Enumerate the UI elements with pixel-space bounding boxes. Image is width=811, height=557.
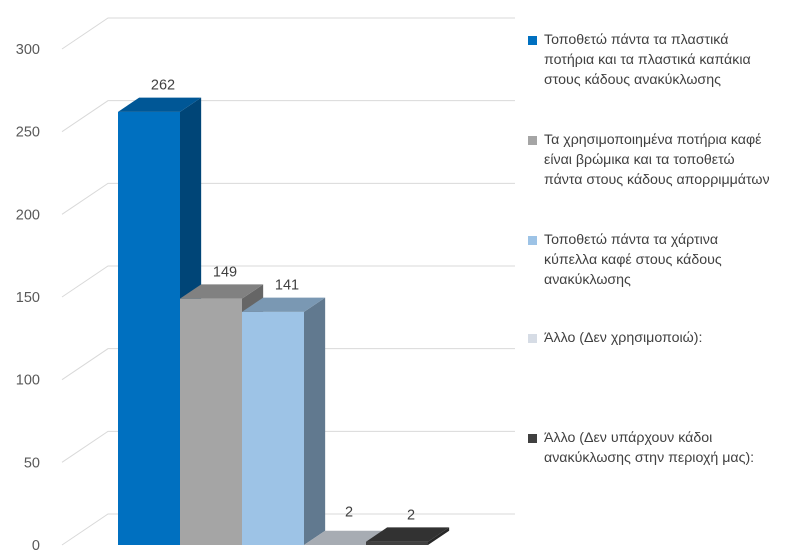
data-label-2: 149 [213, 264, 237, 280]
data-label-5: 2 [407, 507, 415, 523]
legend-swatch-4 [528, 334, 537, 343]
bar-top-5 [366, 527, 450, 542]
bar-top-2 [180, 284, 264, 299]
bar-3 [242, 311, 304, 545]
legend-item-5: Άλλο (Δεν υπάρχουν κάδοι ανακύκλωσης στη… [528, 428, 811, 468]
legend-label-4: Άλλο (Δεν χρησιμοποιώ): [544, 330, 703, 346]
gridline-300 [61, 17, 515, 50]
data-label-3: 141 [275, 278, 299, 294]
legend-label-3: Τοποθετώ πάντα τα χάρτινα κύπελλα καφέ σ… [544, 232, 722, 288]
gridlines [61, 17, 515, 546]
legend-item-3: Τοποθετώ πάντα τα χάρτινα κύπελλα καφέ σ… [528, 230, 811, 290]
legend-swatch-2 [528, 136, 537, 145]
y-tick-label-50: 50 [24, 455, 40, 471]
y-axis-ticks: 0 50 100 150 200 250 300 [16, 42, 40, 554]
legend-swatch-5 [528, 434, 537, 443]
legend-label-1: Τοποθετώ πάντα τα πλαστικά ποτήρια και τ… [544, 32, 751, 88]
gridline-200 [61, 182, 515, 215]
bar-5 [366, 541, 428, 545]
gridline-100 [61, 348, 515, 381]
data-label-1: 262 [151, 78, 175, 94]
bar-side-5 [428, 527, 450, 545]
y-tick-label-100: 100 [16, 373, 40, 389]
gridline-150 [61, 265, 515, 298]
y-tick-label-200: 200 [16, 207, 40, 223]
data-label-extra-1: 2 [345, 505, 353, 521]
bar-2 [180, 298, 242, 545]
legend-item-2: Τα χρησιμοποιημένα ποτήρια καφέ είναι βρ… [528, 130, 811, 190]
y-tick-label-300: 300 [16, 42, 40, 58]
bar-side-3 [304, 297, 326, 545]
bar-top-4 [304, 530, 388, 545]
gridline-50 [61, 430, 515, 463]
legend-item-4: Άλλο (Δεν χρησιμοποιώ): [528, 328, 811, 348]
gridline-250 [61, 100, 515, 133]
y-tick-label-150: 150 [16, 290, 40, 306]
legend-item-1: Τοποθετώ πάντα τα πλαστικά ποτήρια και τ… [528, 30, 811, 90]
legend-swatch-1 [528, 36, 537, 45]
bar-1 [118, 111, 180, 546]
legend-label-5: Άλλο (Δεν υπάρχουν κάδοι ανακύκλωσης στη… [544, 430, 755, 466]
legend-label-2: Τα χρησιμοποιημένα ποτήρια καφέ είναι βρ… [544, 132, 770, 188]
legend-swatch-3 [528, 236, 537, 245]
bars [118, 97, 450, 546]
data-labels: 262 149 141 2 2 [151, 78, 415, 524]
y-tick-label-250: 250 [16, 125, 40, 141]
bar-top-1 [118, 97, 202, 112]
gridline-0 [61, 513, 515, 546]
y-tick-label-0: 0 [32, 538, 40, 554]
bar-top-3 [242, 297, 326, 312]
